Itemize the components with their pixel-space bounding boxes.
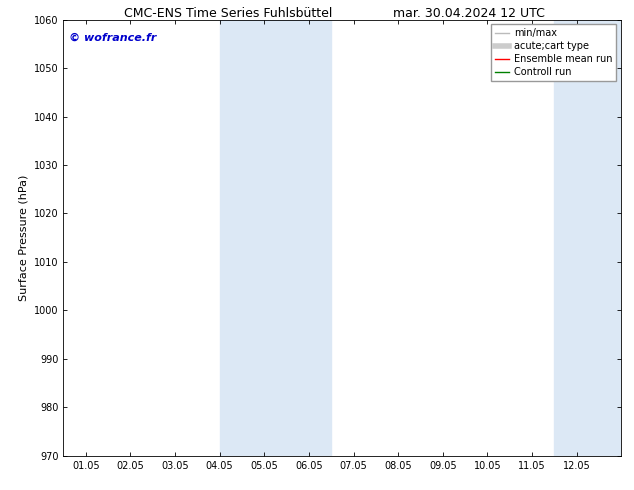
Bar <box>219 20 331 456</box>
Bar <box>554 20 634 456</box>
Text: CMC-ENS Time Series Fuhlsbüttel: CMC-ENS Time Series Fuhlsbüttel <box>124 7 332 21</box>
Text: mar. 30.04.2024 12 UTC: mar. 30.04.2024 12 UTC <box>393 7 545 21</box>
Y-axis label: Surface Pressure (hPa): Surface Pressure (hPa) <box>18 174 29 301</box>
Legend: min/max, acute;cart type, Ensemble mean run, Controll run: min/max, acute;cart type, Ensemble mean … <box>491 24 616 81</box>
Text: © wofrance.fr: © wofrance.fr <box>69 33 157 43</box>
